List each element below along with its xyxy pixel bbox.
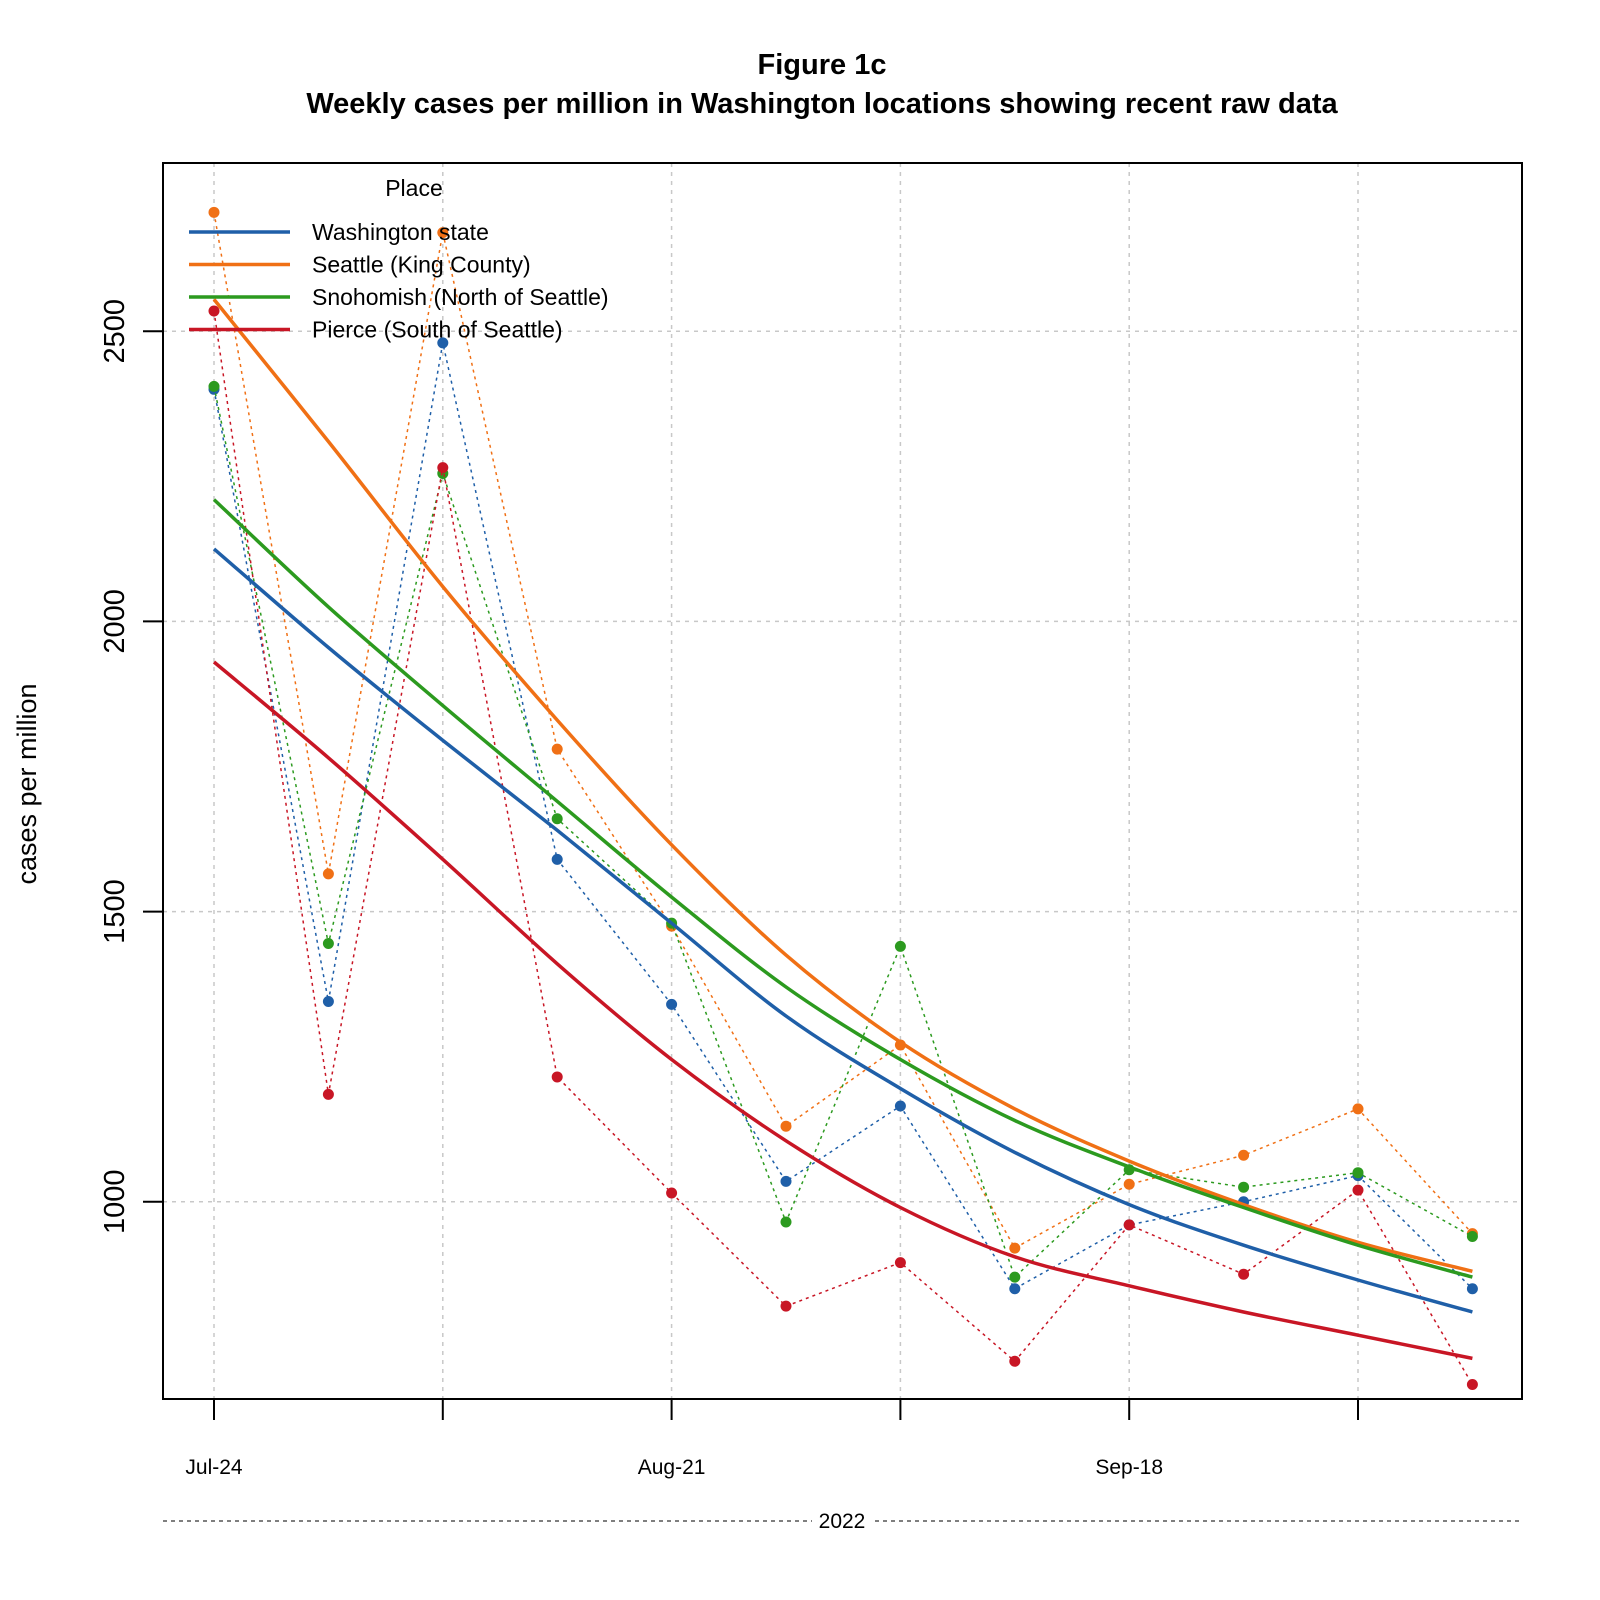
raw-data-point	[437, 462, 449, 474]
raw-data-point	[894, 1100, 906, 1112]
raw-data-point	[1352, 1167, 1364, 1179]
raw-data-point	[780, 1216, 792, 1228]
raw-data-point	[322, 996, 334, 1008]
trend-line-0	[212, 547, 1473, 1314]
series-1	[208, 206, 1478, 1254]
raw-data-point	[780, 1300, 792, 1312]
legend: Place Washington state Seattle (King Coun…	[189, 175, 609, 343]
raw-data-point	[1352, 1184, 1364, 1196]
legend-label-2: Snohomish (North of Seattle)	[312, 284, 609, 310]
raw-data-line	[213, 342, 1473, 1290]
series-0	[208, 337, 1478, 1295]
trend-line-1	[212, 298, 1473, 1273]
legend-label-1: Seattle (King County)	[312, 252, 531, 278]
raw-data-point	[1123, 1178, 1135, 1190]
trend-line-2	[212, 498, 1473, 1279]
raw-data-line	[213, 212, 1473, 1250]
raw-data-point	[1009, 1242, 1021, 1254]
raw-data-point	[780, 1175, 792, 1187]
raw-data-point	[894, 1257, 906, 1269]
x-tick-label: Sep-18	[1095, 1456, 1163, 1479]
raw-data-point	[1123, 1219, 1135, 1231]
y-tick-label: 2500	[99, 299, 131, 364]
series-3	[208, 305, 1478, 1390]
series-layer	[208, 206, 1478, 1390]
raw-data-point	[322, 937, 334, 949]
raw-data-point	[437, 227, 449, 239]
raw-data-point	[1466, 1378, 1478, 1390]
raw-data-point	[437, 337, 449, 349]
y-tick-label: 1000	[99, 1169, 131, 1234]
chart-title: Figure 1c	[758, 49, 887, 81]
y-axis: 1000 1500 2000 2500	[99, 299, 163, 1234]
x-axis: Jul-24 Aug-21 Sep-18	[185, 1399, 1359, 1479]
raw-data-point	[208, 380, 220, 392]
legend-label-3: Pierce (South of Seattle)	[312, 317, 563, 343]
raw-data-point	[1009, 1271, 1021, 1283]
raw-data-point	[1238, 1268, 1250, 1280]
raw-data-point	[894, 940, 906, 952]
raw-data-point	[666, 1187, 678, 1199]
grid-lines	[163, 163, 1522, 1399]
trend-line-3	[212, 660, 1473, 1361]
raw-data-point	[1238, 1149, 1250, 1161]
y-tick-label: 2000	[99, 589, 131, 654]
raw-data-point	[322, 1088, 334, 1100]
raw-data-point	[551, 1071, 563, 1083]
raw-data-point	[780, 1120, 792, 1132]
raw-data-line	[213, 310, 1474, 1385]
raw-data-point	[1238, 1181, 1250, 1193]
legend-label-0: Washington state	[312, 219, 489, 245]
raw-data-point	[551, 853, 563, 865]
raw-data-point	[551, 813, 563, 825]
raw-data-point	[1009, 1355, 1021, 1367]
raw-data-point	[208, 206, 220, 218]
raw-data-point	[1466, 1283, 1478, 1295]
raw-data-point	[1466, 1231, 1478, 1243]
raw-data-point	[322, 868, 334, 880]
series-2	[208, 380, 1478, 1283]
x-tick-label: Jul-24	[185, 1456, 243, 1479]
legend-title: Place	[385, 175, 443, 201]
plot-frame	[162, 162, 1523, 1400]
raw-data-point	[666, 998, 678, 1010]
year-label: 2022	[819, 1510, 866, 1533]
raw-data-point	[208, 305, 220, 317]
y-tick-label: 1500	[99, 879, 131, 944]
year-label-background	[812, 1508, 872, 1534]
y-axis-label: cases per million	[12, 683, 42, 884]
raw-data-point	[1352, 1103, 1364, 1115]
raw-data-point	[551, 743, 563, 755]
chart-subtitle: Weekly cases per million in Washington l…	[306, 88, 1338, 120]
raw-data-point	[1009, 1283, 1021, 1295]
x-tick-label: Aug-21	[638, 1456, 706, 1479]
